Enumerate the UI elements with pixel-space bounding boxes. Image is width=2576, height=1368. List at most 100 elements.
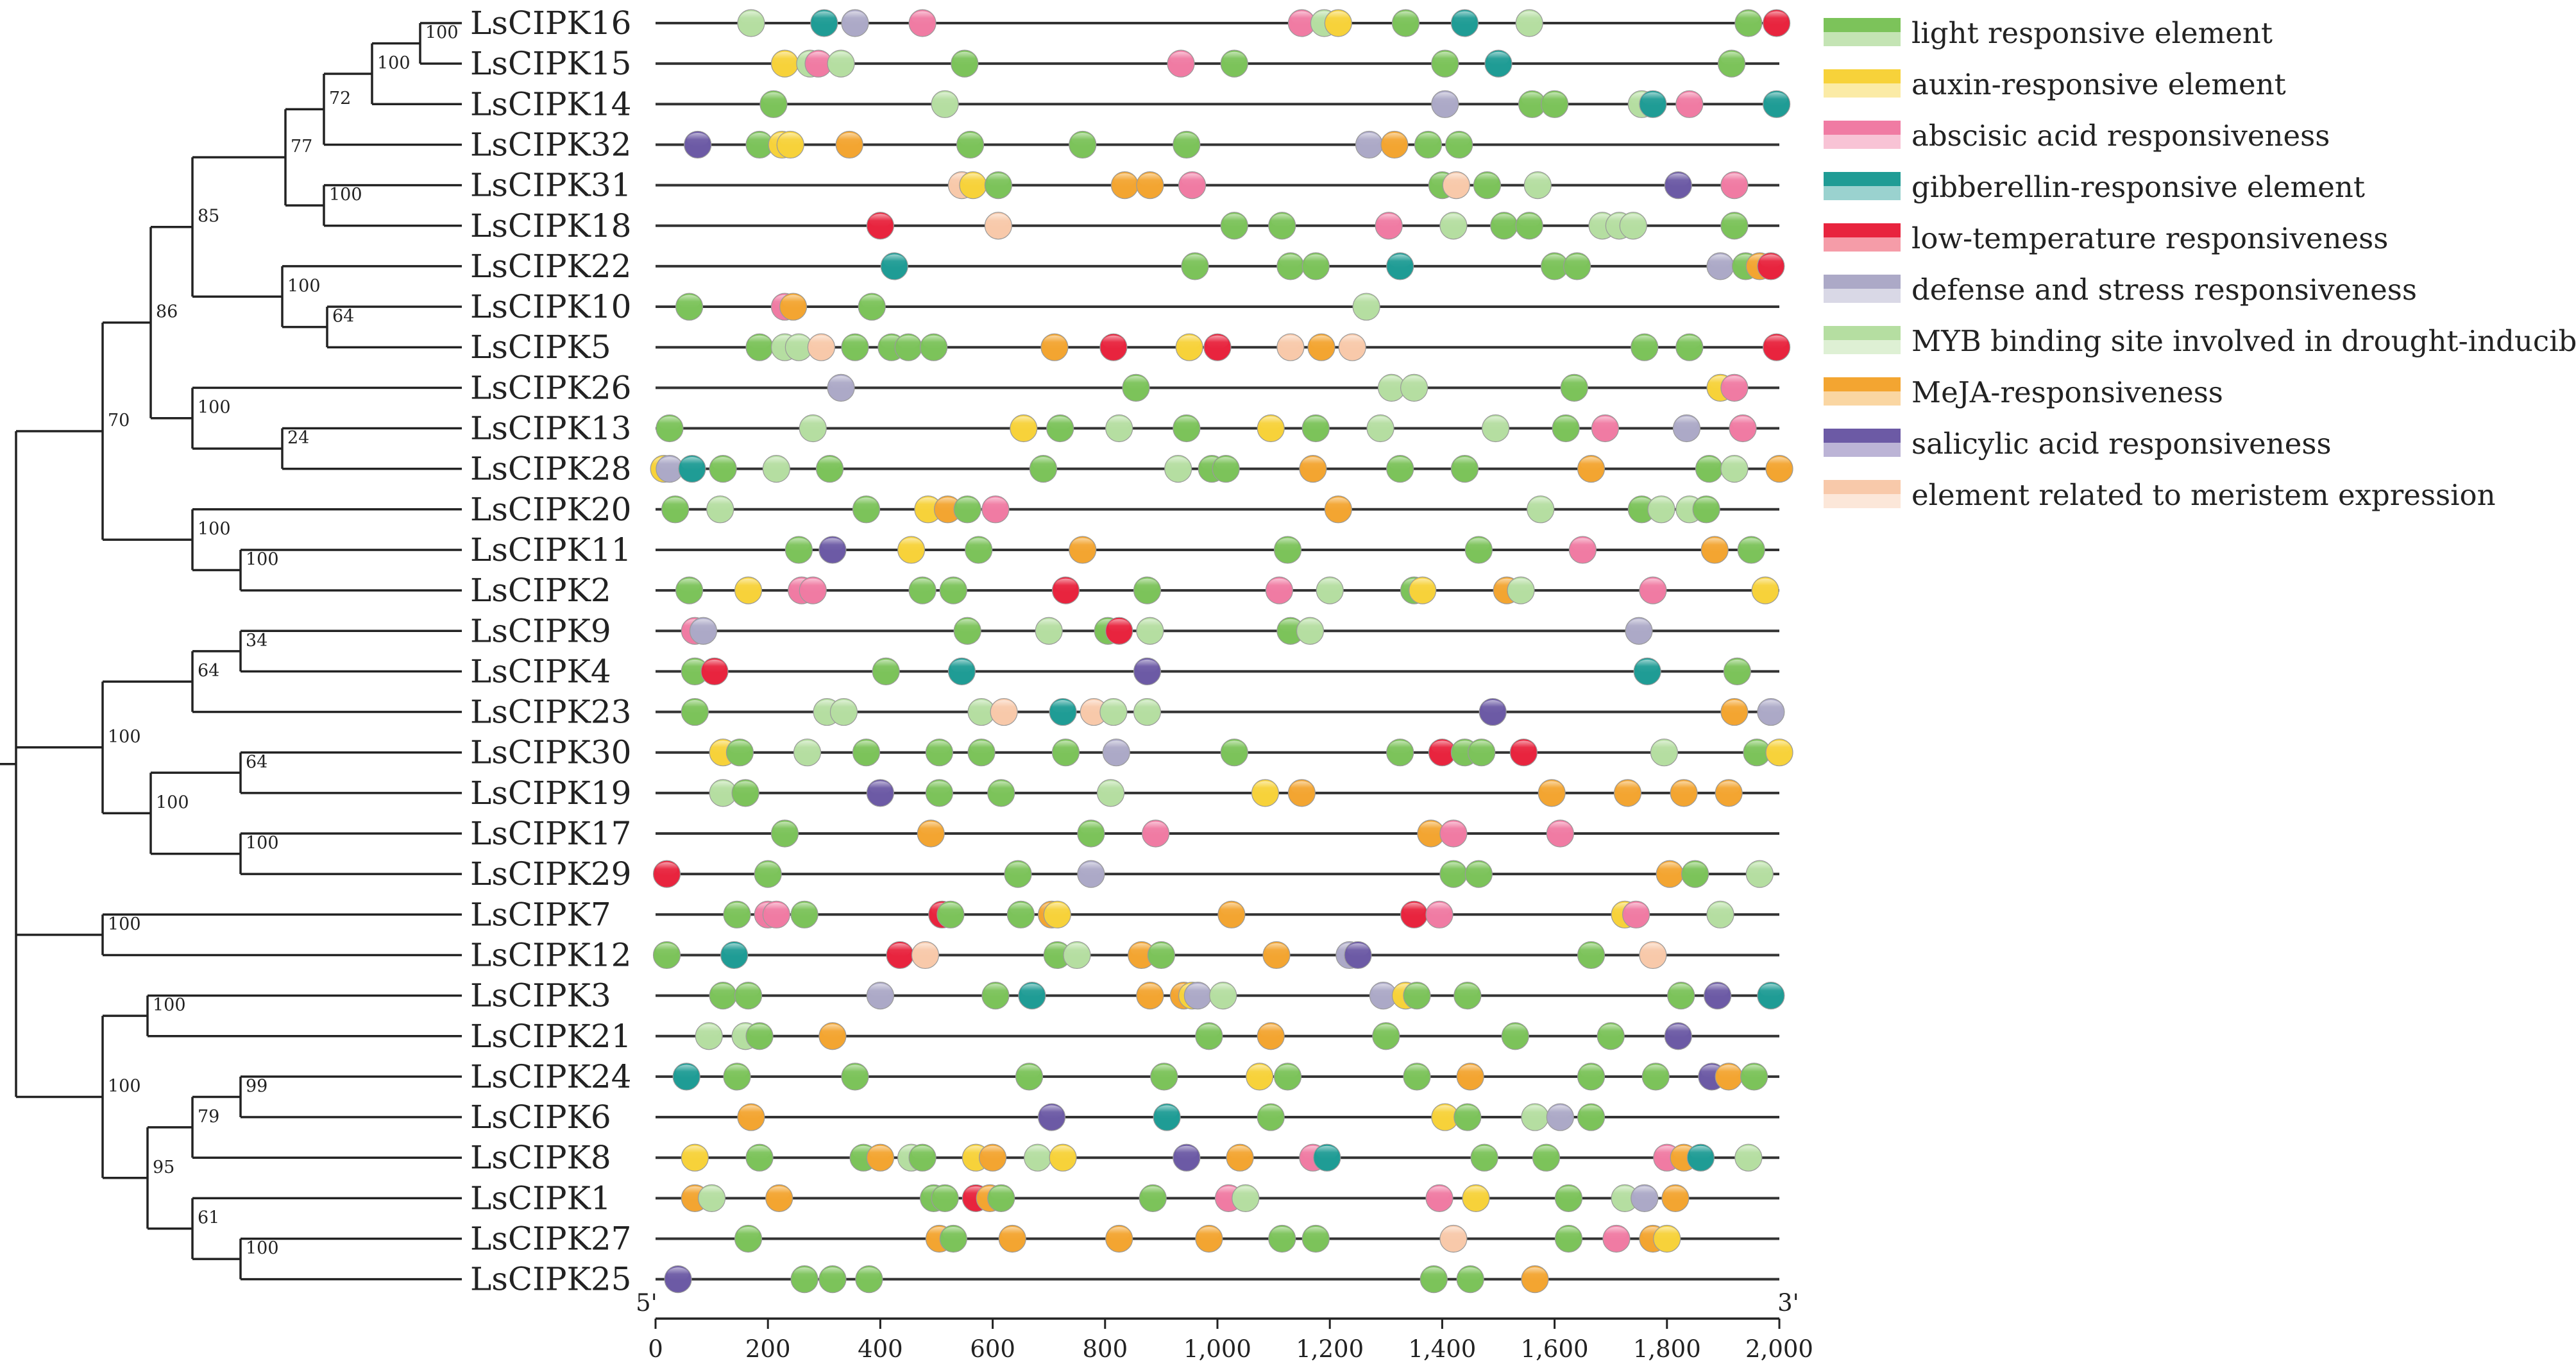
bootstrap-value: 85: [198, 207, 219, 227]
motif-marker: [737, 1103, 765, 1131]
motif-marker: [1077, 860, 1105, 888]
motif-marker: [1414, 130, 1443, 159]
motif-marker: [1428, 739, 1456, 767]
motif-marker: [1010, 414, 1038, 443]
gene-label: LsCIPK9: [470, 612, 611, 649]
motif-marker: [675, 576, 704, 604]
motif-marker: [1453, 981, 1482, 1010]
axis-tick-label: 0: [648, 1335, 663, 1363]
motif-marker: [745, 1022, 774, 1050]
motif-marker: [1063, 941, 1091, 970]
gene-label: LsCIPK15: [470, 45, 632, 82]
motif-marker: [866, 212, 895, 240]
motif-marker: [1591, 414, 1620, 443]
motif-marker: [1386, 739, 1414, 767]
promoter-track: [656, 1184, 1779, 1212]
motif-marker: [1723, 657, 1751, 686]
motif-marker: [1563, 252, 1591, 280]
motif-marker: [1195, 1022, 1223, 1050]
motif-marker: [1656, 860, 1684, 888]
motif-marker: [1324, 9, 1352, 37]
motif-marker: [908, 1143, 936, 1172]
legend-label: MYB binding site involved in drought-ind…: [1911, 324, 2576, 358]
motif-marker: [681, 697, 709, 726]
motif-marker: [1734, 1143, 1763, 1172]
promoter-track: [656, 536, 1779, 564]
motif-marker: [1554, 1224, 1583, 1253]
motif-marker: [1425, 900, 1453, 928]
axis-start-label: 5': [636, 1289, 657, 1317]
motif-marker: [1720, 373, 1749, 402]
gene-label: LsCIPK14: [470, 85, 632, 123]
motif-marker: [1552, 414, 1580, 443]
motif-marker: [790, 1265, 818, 1294]
motif-marker: [1602, 1224, 1631, 1253]
motif-marker: [1431, 90, 1459, 118]
motif-marker: [745, 130, 774, 159]
motif-marker: [897, 536, 926, 564]
axis-tick-label: 1,800: [1633, 1335, 1701, 1363]
motif-marker: [1153, 1103, 1181, 1131]
promoter-track: [656, 1022, 1779, 1050]
gene-label: LsCIPK28: [470, 450, 632, 488]
motif-marker: [1763, 90, 1791, 118]
motif-marker: [1765, 455, 1793, 483]
motif-marker: [790, 900, 818, 928]
motif-marker: [695, 1022, 723, 1050]
promoter-track: [656, 495, 1779, 524]
motif-marker: [1037, 1103, 1066, 1131]
motif-marker: [947, 657, 976, 686]
motif-marker: [1018, 981, 1046, 1010]
motif-marker: [1631, 333, 1659, 361]
gene-label: LsCIPK16: [470, 4, 632, 42]
motif-marker: [1203, 333, 1232, 361]
motif-marker: [1035, 617, 1063, 645]
legend-label: auxin-responsive element: [1911, 67, 2286, 101]
motif-marker: [723, 900, 751, 928]
motif-marker: [1740, 1063, 1768, 1091]
motif-marker: [1301, 414, 1330, 443]
bootstrap-value: 100: [198, 398, 231, 418]
promoter-track: [656, 130, 1779, 159]
motif-marker: [1627, 495, 1656, 524]
motif-marker: [835, 130, 863, 159]
legend-item: low-temperature responsiveness: [1824, 221, 2388, 255]
motif-marker: [1409, 576, 1437, 604]
motif-marker: [1631, 1184, 1659, 1212]
motif-marker: [886, 941, 914, 970]
legend: light responsive element auxin-responsive…: [1824, 16, 2576, 512]
motif-marker: [1670, 779, 1698, 807]
motif-marker: [1577, 455, 1606, 483]
bootstrap-value: 100: [425, 23, 459, 43]
motif-marker: [1704, 981, 1732, 1010]
motif-marker: [852, 495, 881, 524]
gene-label: LsCIPK19: [470, 774, 632, 812]
legend-label: gibberellin-responsive element: [1911, 170, 2365, 204]
motif-marker: [894, 333, 922, 361]
motif-marker: [1268, 212, 1296, 240]
motif-marker: [770, 819, 799, 848]
promoter-track: [656, 819, 1779, 848]
motif-marker: [1546, 1103, 1574, 1131]
bootstrap-value: 100: [198, 519, 231, 539]
motif-marker: [1024, 1143, 1052, 1172]
motif-marker: [1043, 941, 1071, 970]
motif-marker: [1147, 941, 1176, 970]
motif-marker: [1167, 49, 1195, 78]
motif-marker: [1307, 333, 1335, 361]
motif-marker: [734, 576, 763, 604]
motif-marker: [734, 1224, 763, 1253]
motif-marker: [1128, 941, 1156, 970]
motif-marker: [1625, 617, 1653, 645]
gene-label: LsCIPK7: [470, 896, 611, 933]
motif-marker: [987, 779, 1015, 807]
gene-label: LsCIPK23: [470, 694, 632, 731]
motif-marker: [1069, 536, 1097, 564]
motif-marker: [1181, 252, 1209, 280]
gene-label: LsCIPK25: [470, 1261, 632, 1298]
motif-marker: [818, 1022, 847, 1050]
promoter-track: [656, 373, 1779, 402]
motif-marker: [1133, 576, 1162, 604]
motif-marker: [1706, 252, 1734, 280]
motif-marker: [1287, 779, 1316, 807]
